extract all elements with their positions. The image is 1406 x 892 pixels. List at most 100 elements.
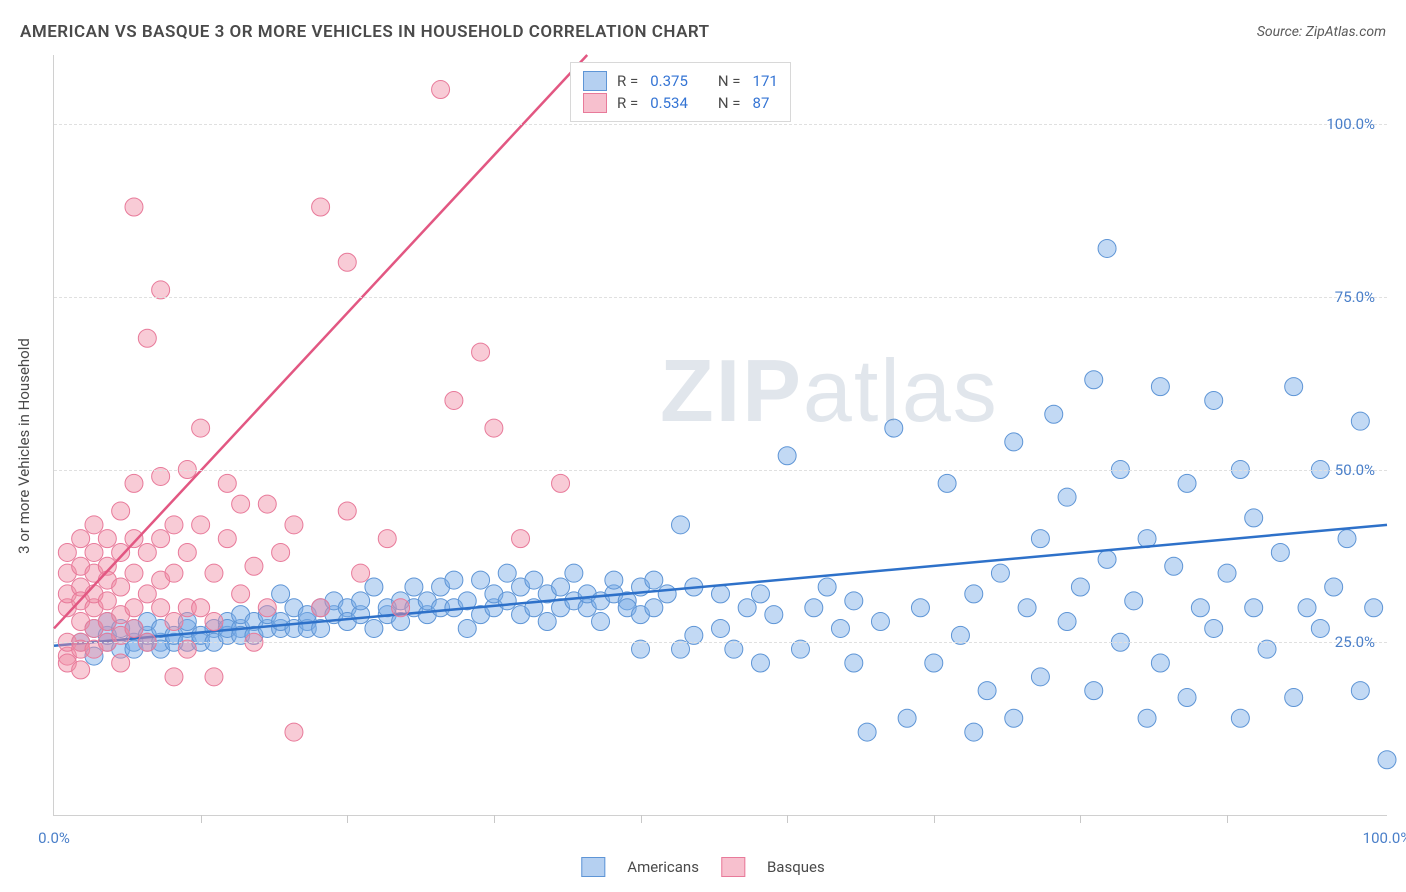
data-point [125,530,143,548]
data-point [1285,378,1303,396]
data-point [525,571,543,589]
data-point [871,613,889,631]
data-point [365,578,383,596]
data-point [1031,668,1049,686]
data-point [965,723,983,741]
data-point [1245,599,1263,617]
data-point [152,530,170,548]
data-point [738,599,756,617]
data-point [552,578,570,596]
data-point [1005,709,1023,727]
x-tick-mark [201,815,202,823]
series-legend: Americans Basques [581,857,824,877]
data-point [1165,557,1183,575]
data-point [112,543,130,561]
gridline [54,297,1387,298]
data-point [1151,378,1169,396]
data-point [285,516,303,534]
data-point [658,585,676,603]
data-point [1245,509,1263,527]
chart-title: AMERICAN VS BASQUE 3 OR MORE VEHICLES IN… [20,22,710,42]
x-tick-mark [1080,815,1081,823]
data-point [312,599,330,617]
swatch-americans [581,857,605,877]
data-point [845,654,863,672]
data-point [818,578,836,596]
data-point [98,530,116,548]
data-point [245,557,263,575]
stats-legend: R = 0.375 N = 171 R = 0.534 N = 87 [570,62,791,122]
x-tick-mark [347,815,348,823]
y-tick-label: 100.0% [1326,115,1375,133]
data-point [1191,599,1209,617]
data-point [178,543,196,561]
data-point [565,564,583,582]
data-point [1178,474,1196,492]
data-point [978,682,996,700]
data-point [58,543,76,561]
data-point [911,599,929,617]
x-tick-mark [934,815,935,823]
data-point [1098,550,1116,568]
data-point [991,564,1009,582]
stats-row-americans: R = 0.375 N = 171 [583,71,778,91]
data-point [138,585,156,603]
data-point [1058,613,1076,631]
swatch-americans [583,71,607,91]
data-point [712,619,730,637]
data-point [125,619,143,637]
data-point [445,571,463,589]
n-value-basques: 87 [753,94,770,112]
data-point [112,578,130,596]
legend-label-americans: Americans [627,858,699,876]
data-point [432,81,450,99]
gridline [54,124,1387,125]
data-point [205,564,223,582]
data-point [925,654,943,672]
x-tick-label: 100.0% [1363,829,1406,847]
data-point [112,654,130,672]
data-point [232,585,250,603]
data-point [285,723,303,741]
data-point [338,253,356,271]
data-point [312,198,330,216]
data-point [592,613,610,631]
data-point [938,474,956,492]
data-point [205,668,223,686]
data-point [845,592,863,610]
data-point [258,599,276,617]
data-point [352,564,370,582]
data-point [1271,543,1289,561]
x-tick-mark [494,815,495,823]
data-point [138,543,156,561]
data-point [1178,689,1196,707]
data-point [72,661,90,679]
data-point [1365,599,1383,617]
data-point [98,592,116,610]
data-point [165,516,183,534]
data-point [1205,391,1223,409]
data-point [1138,709,1156,727]
data-point [352,592,370,610]
data-point [152,599,170,617]
data-point [512,530,530,548]
y-tick-label: 75.0% [1335,288,1375,306]
data-point [192,516,210,534]
data-point [232,495,250,513]
data-point [458,619,476,637]
data-point [272,585,290,603]
data-point [445,391,463,409]
n-value-americans: 171 [753,72,778,90]
data-point [1018,599,1036,617]
data-point [165,564,183,582]
data-point [1231,709,1249,727]
data-point [205,613,223,631]
r-value-americans: 0.375 [650,72,688,90]
data-point [751,585,769,603]
n-label: N = [718,72,741,90]
x-tick-mark [641,815,642,823]
data-point [1338,530,1356,548]
data-point [1378,751,1396,769]
data-point [85,516,103,534]
data-point [1045,405,1063,423]
